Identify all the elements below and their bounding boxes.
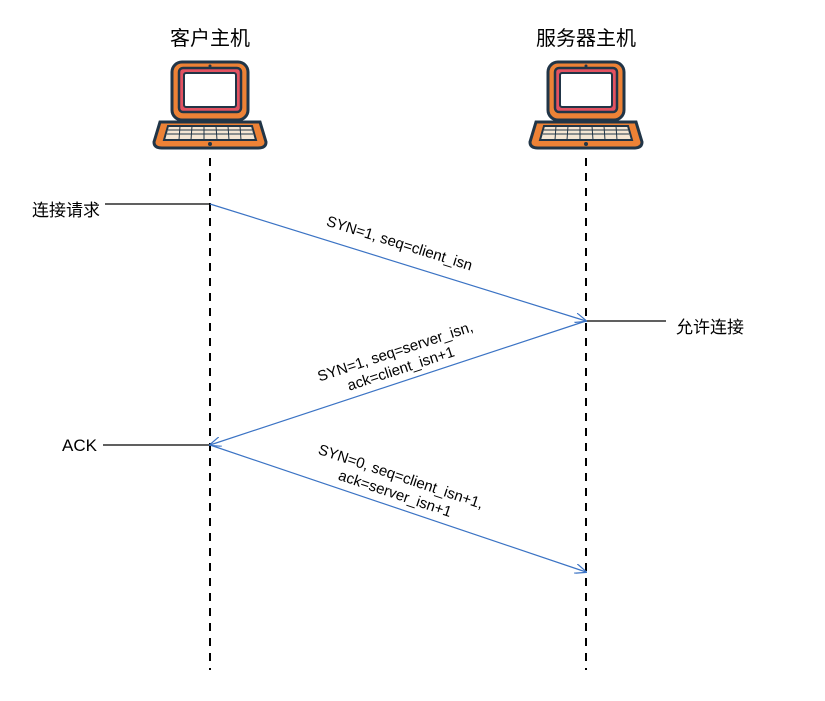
tcp-handshake-diagram: 客户主机 服务器主机 [0, 0, 825, 701]
arrow-msg1 [210, 204, 586, 321]
msg1-label-line1: SYN=1, seq=client_isn [324, 213, 474, 274]
diagram-canvas: SYN=1, seq=client_isn SYN=1, seq=server_… [0, 0, 825, 701]
arrow-msg3 [210, 445, 586, 572]
arrow-msg2 [210, 321, 586, 445]
